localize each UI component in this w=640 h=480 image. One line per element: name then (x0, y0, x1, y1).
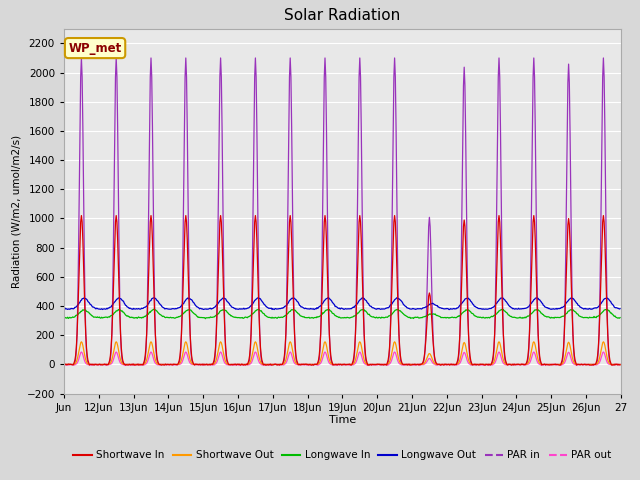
PAR in (77, 55, 85, 61)
Longwave In (616, 315, 624, 321)
PAR in (277, 361, 285, 367)
X-axis label: Time: Time (329, 415, 356, 425)
PAR in (431, 359, 439, 365)
PAR out (77, 349, 85, 355)
Legend: Shortwave In, Shortwave Out, Longwave In, Longwave Out, PAR in, PAR out: Shortwave In, Shortwave Out, Longwave In… (69, 446, 616, 465)
Longwave Out (431, 302, 439, 308)
Shortwave In (400, 361, 408, 367)
Longwave In (125, 314, 133, 320)
PAR in (400, 361, 408, 367)
Shortwave In (126, 361, 134, 367)
PAR out (256, 360, 264, 366)
Longwave In (150, 306, 157, 312)
PAR out (431, 361, 439, 367)
Longwave Out (324, 295, 332, 300)
Shortwave Out (228, 361, 236, 367)
Shortwave Out (126, 361, 134, 367)
Shortwave Out (256, 357, 264, 363)
Line: PAR out: PAR out (64, 352, 620, 365)
Shortwave Out (60, 361, 68, 367)
PAR in (616, 361, 624, 367)
Shortwave In (431, 357, 439, 363)
Shortwave In (277, 362, 285, 368)
Shortwave In (228, 361, 236, 367)
Title: Solar Radiation: Solar Radiation (284, 9, 401, 24)
Shortwave In (60, 362, 68, 368)
Text: WP_met: WP_met (68, 42, 122, 55)
PAR out (400, 362, 408, 368)
PAR in (228, 361, 236, 367)
PAR in (60, 361, 68, 367)
Line: Longwave Out: Longwave Out (64, 298, 620, 310)
Shortwave In (589, 362, 597, 368)
Longwave In (401, 312, 408, 318)
PAR out (228, 362, 236, 368)
Shortwave Out (77, 339, 85, 345)
Shortwave Out (431, 361, 439, 367)
Longwave In (278, 314, 285, 320)
Longwave Out (276, 306, 284, 312)
Longwave Out (228, 304, 236, 310)
Longwave Out (255, 296, 263, 301)
Shortwave In (77, 213, 85, 218)
Longwave Out (616, 306, 624, 312)
PAR out (486, 362, 493, 368)
Line: Longwave In: Longwave In (64, 309, 620, 319)
Shortwave Out (277, 361, 285, 367)
PAR out (277, 361, 285, 367)
Longwave In (60, 315, 68, 321)
Y-axis label: Radiation (W/m2, umol/m2/s): Radiation (W/m2, umol/m2/s) (11, 134, 21, 288)
Longwave Out (125, 306, 133, 312)
PAR in (126, 361, 134, 367)
PAR in (256, 331, 264, 336)
Line: PAR in: PAR in (64, 58, 620, 364)
PAR out (126, 362, 134, 368)
Longwave Out (400, 302, 408, 308)
Longwave In (202, 316, 209, 322)
Shortwave Out (400, 361, 408, 367)
Longwave In (229, 314, 237, 320)
Shortwave In (616, 362, 624, 368)
Longwave In (257, 308, 264, 314)
Shortwave In (256, 331, 264, 337)
Longwave Out (60, 307, 68, 312)
Line: Shortwave Out: Shortwave Out (64, 342, 620, 364)
Line: Shortwave In: Shortwave In (64, 216, 620, 365)
PAR out (60, 361, 68, 367)
Longwave In (432, 312, 440, 318)
Shortwave Out (616, 361, 624, 367)
PAR out (616, 361, 624, 367)
